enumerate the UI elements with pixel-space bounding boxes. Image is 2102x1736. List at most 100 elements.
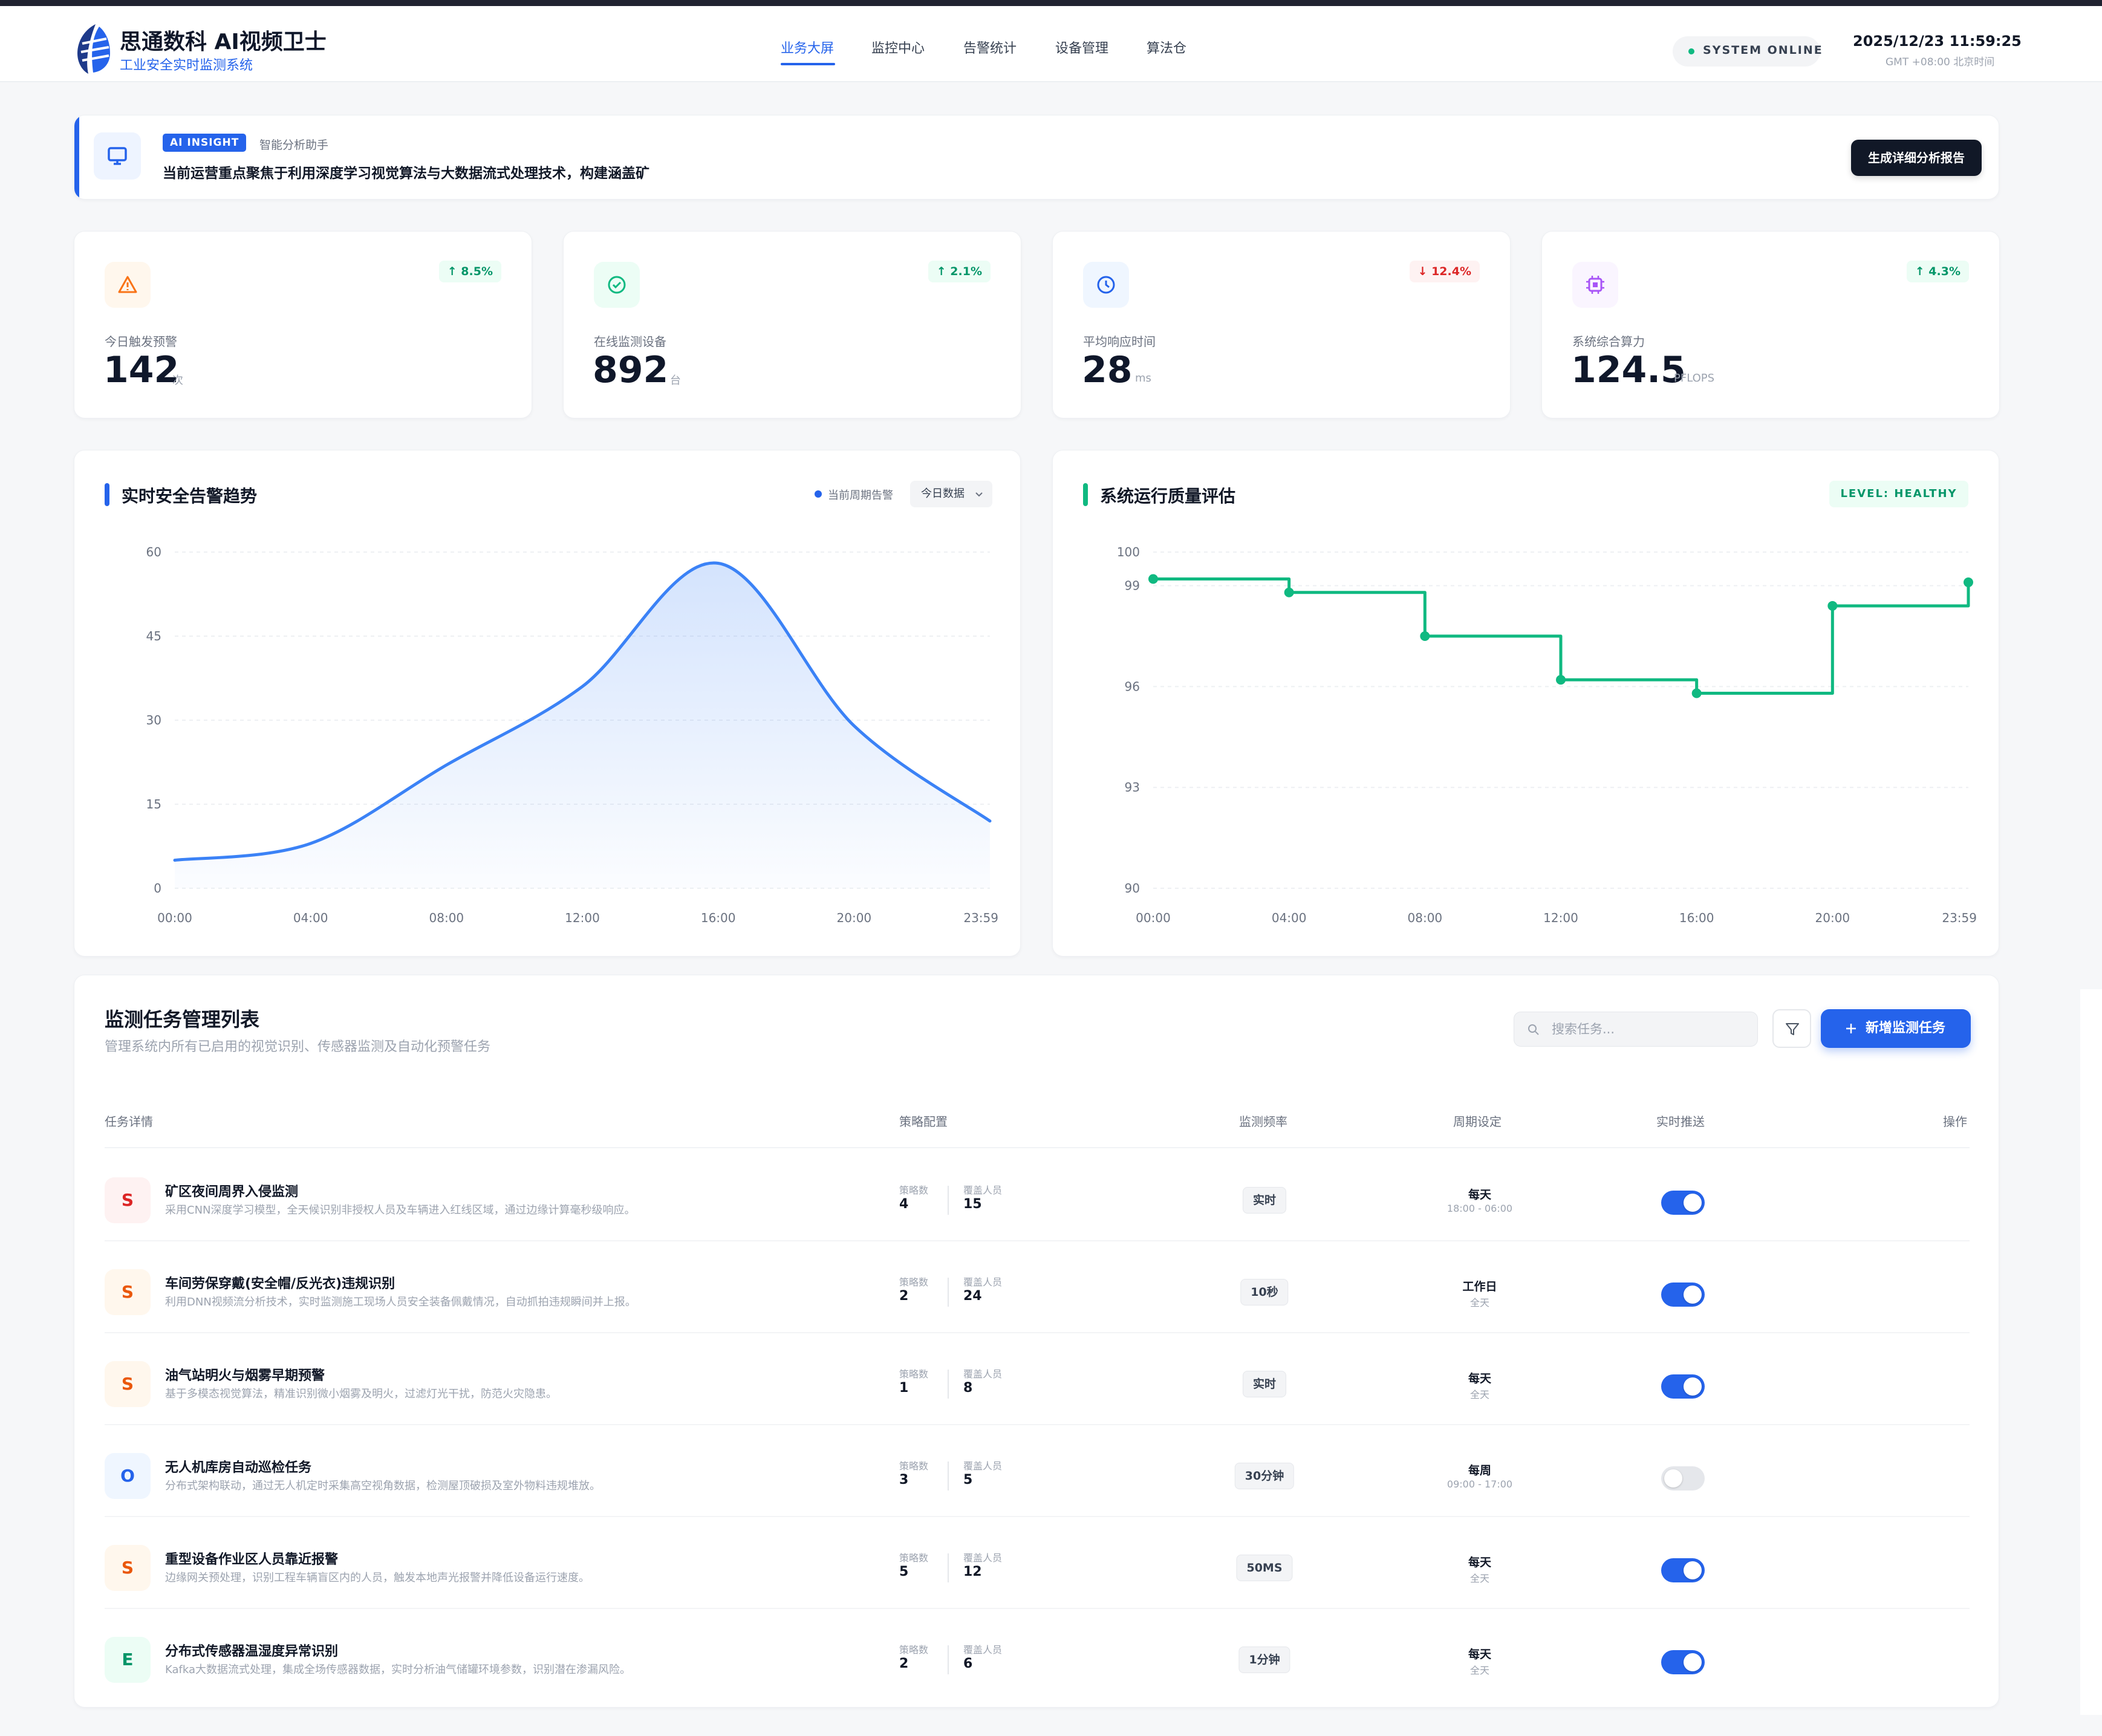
people-count: 15 (963, 1197, 982, 1212)
toggle-knob (1684, 1286, 1702, 1304)
strategy-count-label: 策略数 (899, 1185, 929, 1196)
nav-monitor-center[interactable]: 监控中心 (871, 41, 925, 56)
alert-trend-chart: 0 15 30 45 60 00:00 04:00 08:00 12:00 16:00 20:00 2… (146, 545, 998, 925)
generate-report-button[interactable]: 生成详细分析报告 (1851, 140, 1982, 176)
strategy-count-label: 策略数 (899, 1368, 929, 1380)
data-point (1827, 600, 1838, 611)
nav-algorithm-store[interactable]: 算法仓 (1147, 41, 1187, 56)
stat-value: 124.5 (1571, 349, 1686, 391)
system-status-badge: SYSTEM ONLINE (1673, 36, 1823, 67)
brand-title: 思通数科 AI视频卫士 (120, 30, 327, 54)
table-row[interactable]: S 车间劳保穿戴(安全帽/反光衣)违规识别 利用DNN视频流分析技术，实时监测施工现… (74, 1240, 2000, 1332)
task-description: 采用CNN深度学习模型，全天候识别非授权人员及车辆进入红线区域，通过边缘计算毫秒… (165, 1204, 636, 1217)
column-header-cycle: 周期设定 (1453, 1114, 1502, 1129)
x-tick-label: 16:00 (701, 911, 736, 925)
stat-unit: 次 (172, 374, 183, 387)
nav-active-indicator (781, 63, 835, 65)
stat-trend-badge: ↑ 8.5% (438, 261, 501, 282)
x-tick-label: 12:00 (565, 911, 600, 925)
y-tick-label: 15 (146, 797, 161, 811)
nav-dashboard[interactable]: 业务大屏 (781, 41, 835, 56)
nav-alert-stats[interactable]: 告警统计 (963, 41, 1017, 56)
task-description: Kafka大数据流式处理，集成全场传感器数据，实时分析油气储罐环境参数，识别潜在… (165, 1663, 631, 1676)
search-icon (1528, 1024, 1539, 1035)
add-task-button[interactable]: 新增监测任务 (1821, 1009, 1971, 1048)
push-toggle[interactable] (1661, 1282, 1705, 1307)
y-tick-label: 96 (1125, 679, 1140, 694)
period-select[interactable]: 今日数据 (910, 481, 992, 507)
task-avatar: S (105, 1361, 151, 1407)
push-toggle[interactable] (1661, 1466, 1705, 1491)
warning-icon (105, 262, 151, 308)
frequency-badge: 10秒 (1240, 1279, 1289, 1305)
y-tick-label: 99 (1125, 579, 1140, 593)
task-management-panel: 监测任务管理列表 管理系统内所有已启用的视觉识别、传感器监测及自动化预警任务 新… (74, 975, 1999, 1708)
data-point (1148, 574, 1158, 584)
ai-insight-subtitle: 智能分析助手 (259, 138, 329, 152)
nav-device-management[interactable]: 设备管理 (1055, 41, 1109, 56)
toggle-knob (1684, 1653, 1702, 1671)
task-avatar: S (105, 1269, 151, 1315)
table-row[interactable]: S 重型设备作业区人员靠近报警 边缘网关预处理，识别工程车辆盲区内的人员，触发本地声… (74, 1516, 2000, 1608)
series-line (173, 561, 992, 862)
push-toggle[interactable] (1661, 1191, 1705, 1215)
frequency-badge: 1分钟 (1238, 1647, 1290, 1673)
cycle-period: 每天 (1468, 1188, 1492, 1201)
row-divider (105, 1516, 1970, 1517)
task-search (1514, 1012, 1758, 1047)
data-point (1284, 587, 1294, 597)
push-toggle[interactable] (1661, 1650, 1705, 1674)
meta-divider (948, 1645, 949, 1674)
task-list-subtitle: 管理系统内所有已启用的视觉识别、传感器监测及自动化预警任务 (105, 1039, 491, 1055)
title-accent-bar (1083, 483, 1088, 506)
search-input[interactable] (1552, 1012, 1745, 1046)
stat-value: 892 (593, 349, 669, 391)
strategy-count: 2 (899, 1289, 909, 1304)
task-avatar: S (105, 1545, 151, 1591)
cycle-period: 每周 (1468, 1464, 1492, 1477)
right-edge-panel (2080, 989, 2102, 1715)
task-description: 利用DNN视频流分析技术，实时监测施工现场人员安全装备佩戴情况，自动抓拍违规瞬间… (165, 1296, 636, 1309)
system-status-text: SYSTEM ONLINE (1703, 44, 1823, 57)
frequency-badge: 50MS (1236, 1555, 1293, 1581)
table-row[interactable]: E 分布式传感器温湿度异常识别 Kafka大数据流式处理，集成全场传感器数据，实时分… (74, 1608, 2000, 1700)
task-name: 无人机库房自动巡检任务 (165, 1460, 312, 1475)
meta-divider (948, 1186, 949, 1215)
column-header-frequency: 监测频率 (1239, 1114, 1287, 1129)
people-count-label: 覆盖人员 (963, 1460, 1003, 1472)
app-header: 思通数科 AI视频卫士 工业安全实时监测系统 业务大屏 监控中心 告警统计 设备… (0, 6, 2102, 82)
stat-label: 在线监测设备 (594, 334, 666, 349)
column-header-push: 实时推送 (1656, 1114, 1705, 1129)
meta-divider (948, 1370, 949, 1399)
y-tick-label: 100 (1117, 545, 1140, 559)
legend-dot (815, 490, 822, 498)
y-tick-label: 93 (1125, 780, 1140, 795)
people-count: 24 (963, 1289, 982, 1304)
push-toggle[interactable] (1661, 1374, 1705, 1399)
x-tick-label: 08:00 (1408, 911, 1443, 925)
task-name: 油气站明火与烟雾早期预警 (165, 1368, 325, 1383)
stat-card-compute: ↑ 4.3% 系统综合算力 124.5 PFLOPS (1541, 231, 2000, 418)
push-toggle[interactable] (1661, 1558, 1705, 1582)
cycle-time: 全天 (1469, 1389, 1490, 1400)
filter-button[interactable] (1772, 1009, 1811, 1048)
table-row[interactable]: S 矿区夜间周界入侵监测 采用CNN深度学习模型，全天候识别非授权人员及车辆进入红线… (74, 1148, 2000, 1240)
period-select-value: 今日数据 (921, 487, 965, 500)
x-tick-label: 16:00 (1679, 911, 1714, 925)
plus-icon (1846, 1024, 1856, 1033)
column-header-actions: 操作 (1943, 1114, 1967, 1129)
cycle-period: 工作日 (1462, 1280, 1497, 1293)
stat-value: 142 (103, 349, 180, 391)
logo-icon (77, 24, 110, 74)
table-row[interactable]: O 无人机库房自动巡检任务 分布式架构联动，通过无人机定时采集高空视角数据，检测屋顶… (74, 1424, 2000, 1516)
current-datetime: 2025/12/23 11:59:25 (1853, 33, 2022, 50)
task-avatar: S (105, 1177, 151, 1223)
cycle-period: 每天 (1468, 1372, 1492, 1385)
table-row[interactable]: S 油气站明火与烟雾早期预警 基于多模态视觉算法，精准识别微小烟雾及明火，过滤灯光干… (74, 1332, 2000, 1424)
row-divider (105, 1424, 1970, 1425)
status-dot-icon (1688, 48, 1694, 54)
filter-icon (1786, 1023, 1799, 1035)
stat-card-devices: ↑ 2.1% 在线监测设备 892 台 (563, 231, 1021, 418)
y-tick-label: 45 (146, 629, 161, 643)
x-tick-label: 00:00 (157, 911, 192, 925)
